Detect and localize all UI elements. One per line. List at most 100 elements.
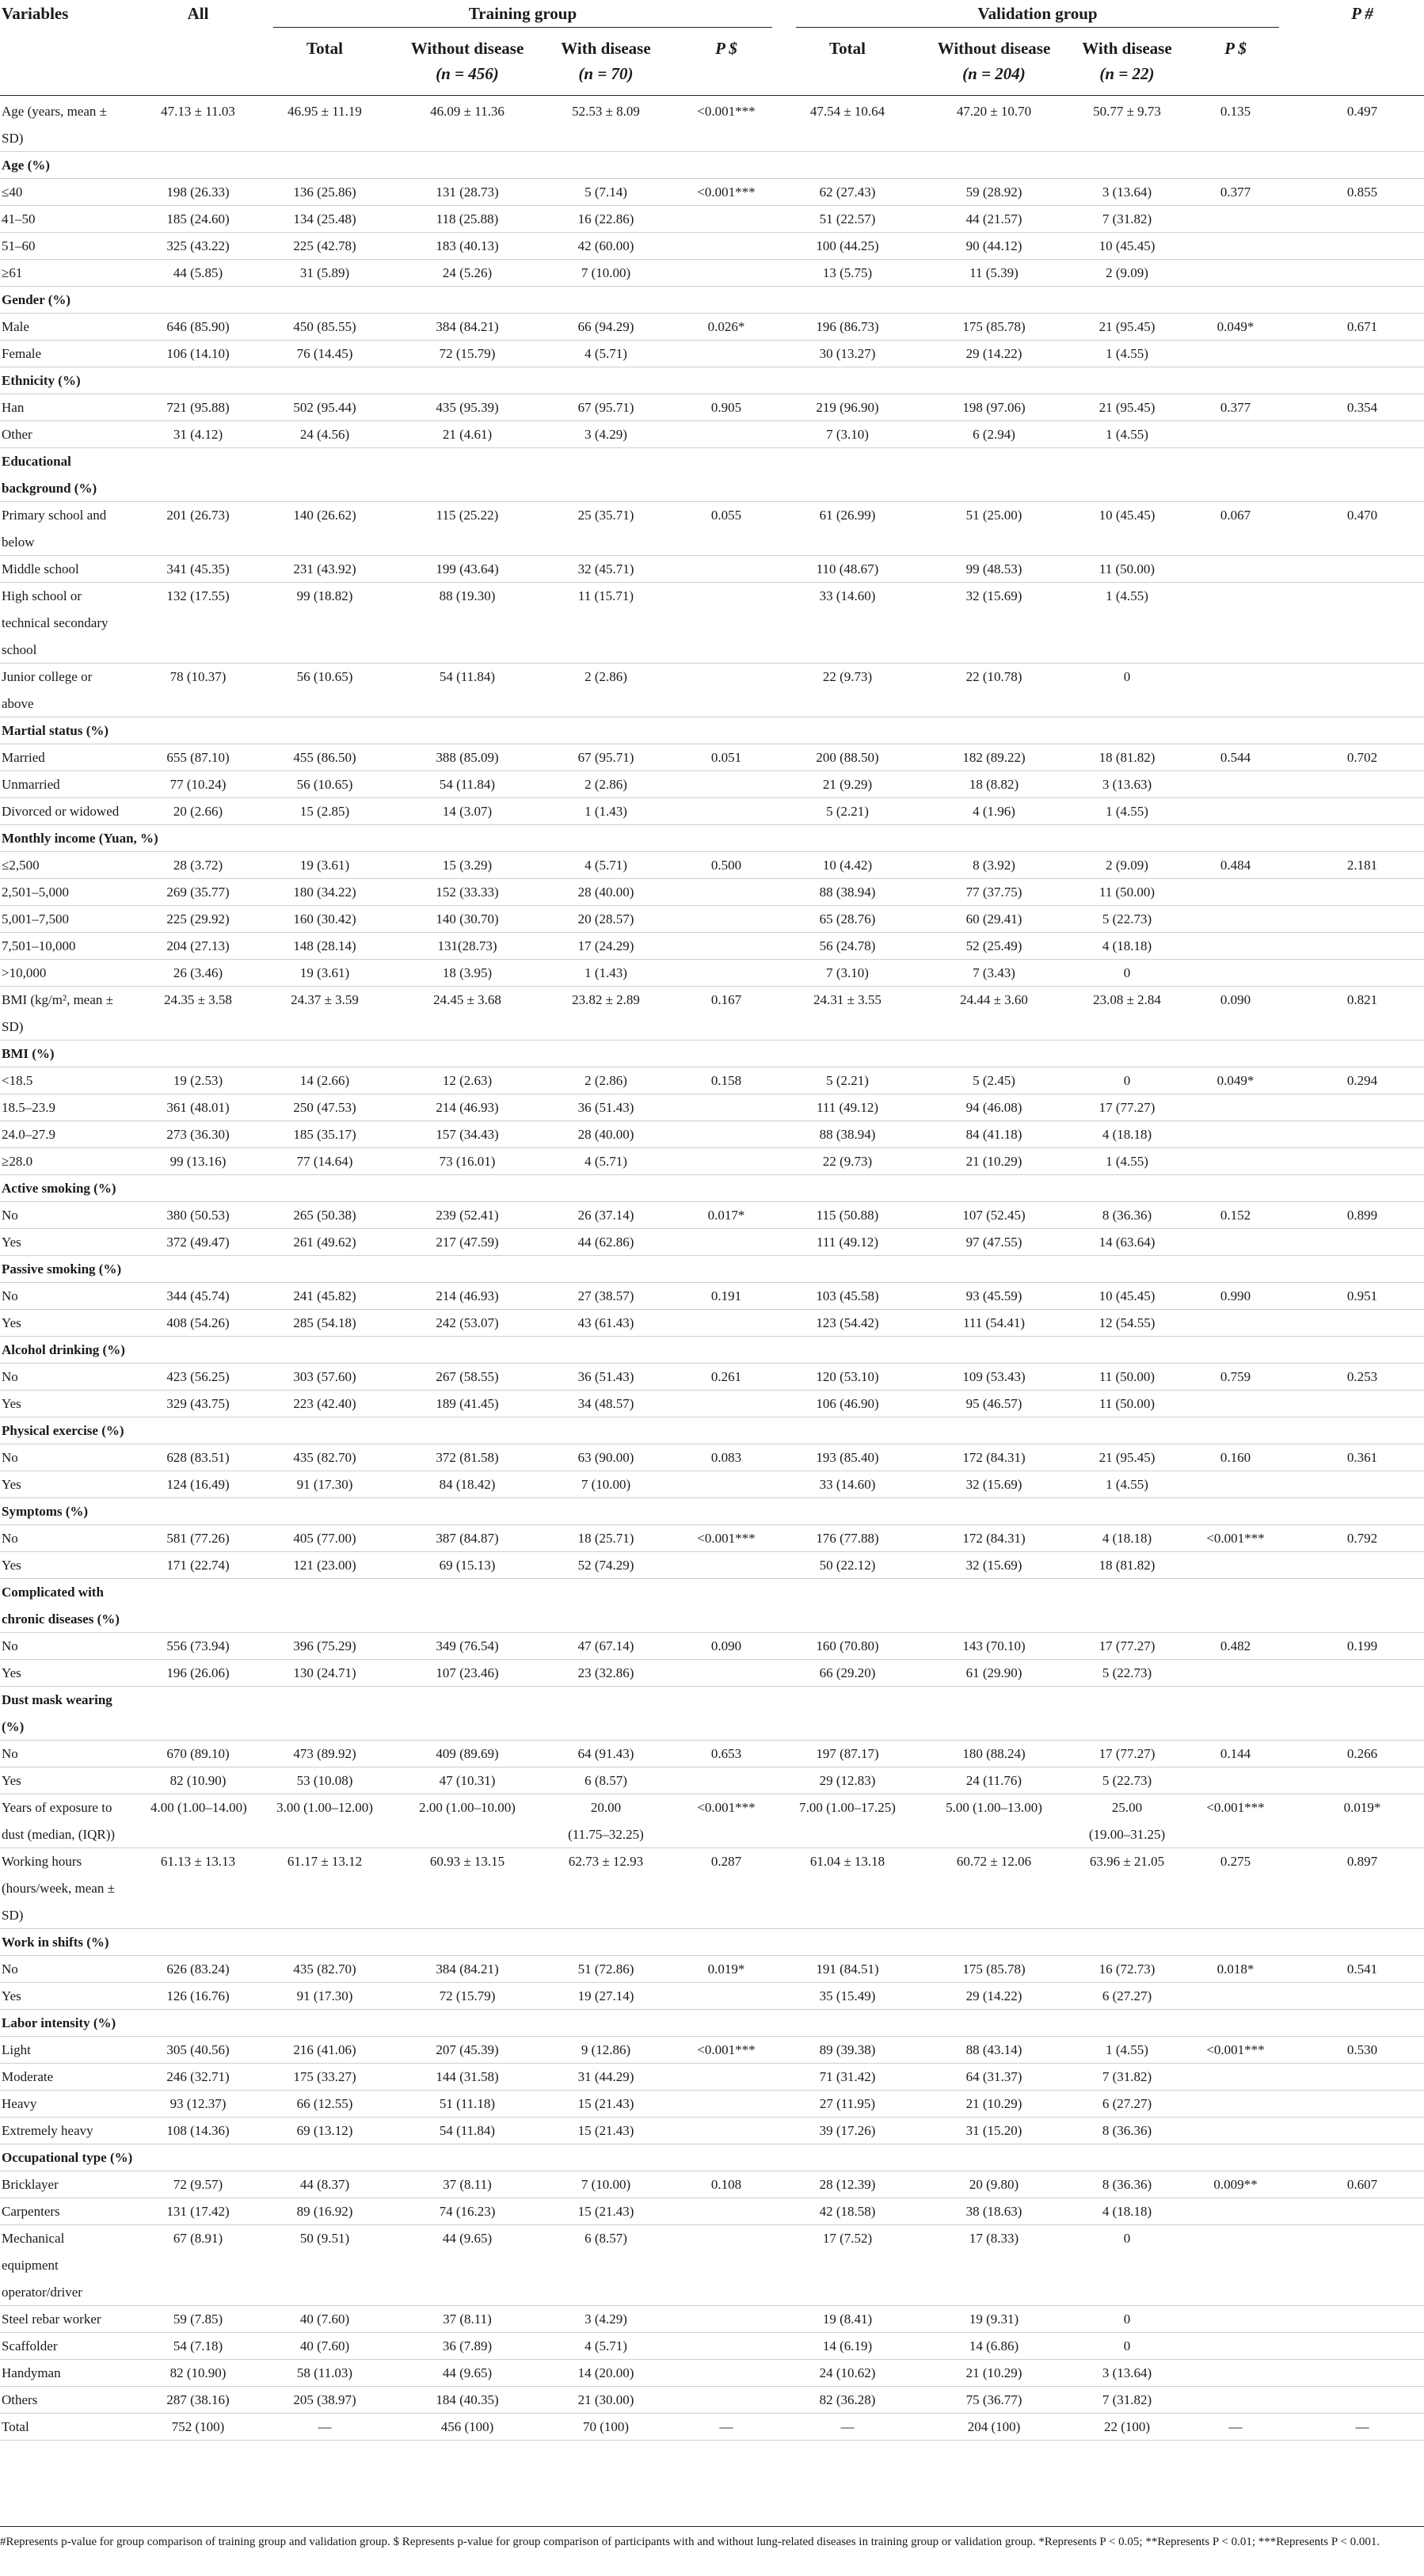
- row-label: Unmarried: [2, 771, 188, 798]
- cell-p-overall: 0.855: [1346, 185, 1378, 200]
- cell-validation-with: 0: [1123, 669, 1131, 684]
- cell-training-p: 0.017*: [707, 1208, 745, 1223]
- row-label: No: [2, 1283, 188, 1310]
- row-separator: [0, 286, 1424, 287]
- row-label-line: Yes: [2, 1315, 21, 1330]
- table-row: Han 721 (95.88) 502 (95.44) 435 (95.39) 67 (…: [0, 394, 1424, 421]
- cell-validation-with: 8 (36.36): [1102, 2177, 1152, 2192]
- table-row: Yes 124 (16.49) 91 (17.30) 84 (18.42) 7 (10.…: [0, 1471, 1424, 1498]
- table-row: 51–60 325 (43.22) 225 (42.78) 183 (40.13) 42…: [0, 233, 1424, 260]
- row-label-line: Yes: [2, 1773, 21, 1788]
- table-footnote: #Represents p-value for group comparison…: [0, 2536, 1380, 2548]
- header-training-p: P $: [715, 39, 737, 58]
- cell-validation-p: 0.009**: [1213, 2177, 1258, 2192]
- cell-all: 26 (3.46): [173, 965, 223, 980]
- cell-all: 126 (16.76): [166, 1988, 230, 2003]
- row-label-line: BMI (kg/m², mean ±: [2, 992, 113, 1007]
- cell-validation-without: 93 (45.59): [965, 1288, 1022, 1303]
- row-label-line: Monthly income (Yuan, %): [2, 831, 158, 846]
- row-label-line: (%): [2, 1719, 25, 1734]
- cell-validation-total: 30 (13.27): [819, 346, 876, 361]
- header-validation-group: Validation group: [977, 4, 1098, 23]
- cell-validation-total: 62 (27.43): [819, 185, 876, 200]
- row-label-line: Married: [2, 750, 45, 765]
- row-label-line: No: [2, 1531, 18, 1546]
- cell-validation-total: 82 (36.28): [819, 2392, 876, 2407]
- row-separator: [0, 1982, 1424, 1983]
- row-separator: [0, 1336, 1424, 1337]
- row-label: 41–50: [2, 206, 188, 233]
- cell-all: 628 (83.51): [166, 1450, 230, 1465]
- row-label-line: Primary school and: [2, 508, 107, 523]
- cell-all: 204 (27.13): [166, 938, 230, 953]
- cell-validation-with: 3 (13.64): [1102, 2365, 1152, 2380]
- table-row: ≥28.0 99 (13.16) 77 (14.64) 73 (16.01) 4 (5.…: [0, 1148, 1424, 1175]
- cell-validation-total: 13 (5.75): [822, 265, 873, 280]
- row-separator: [0, 2090, 1424, 2091]
- cell-validation-p: 0.544: [1220, 750, 1251, 765]
- table-row: 24.0–27.9 273 (36.30) 185 (35.17) 157 (34.4…: [0, 1121, 1424, 1148]
- cell-validation-without: 31 (15.20): [965, 2123, 1022, 2138]
- row-label: Yes: [2, 1471, 188, 1498]
- cell-training-without: 214 (46.93): [436, 1100, 499, 1115]
- cell-validation-total: 10 (4.42): [822, 858, 873, 873]
- cell-validation-without: 19 (9.31): [969, 2312, 1019, 2327]
- section-row: Ethnicity (%): [0, 367, 1424, 394]
- cell-all: 655 (87.10): [166, 750, 230, 765]
- section-row: BMI (%): [0, 1041, 1424, 1067]
- cell-training-with: 4 (5.71): [584, 346, 627, 361]
- cell-validation-with: 4 (18.18): [1102, 938, 1152, 953]
- row-label-line: ≤2,500: [2, 858, 40, 873]
- cell-training-p: 0.905: [710, 400, 742, 415]
- header-validation-total: Total: [829, 39, 866, 58]
- cell-training-total: 19 (3.61): [299, 965, 350, 980]
- row-separator: [0, 555, 1424, 556]
- cell-training-with: 4 (5.71): [584, 1154, 627, 1169]
- table-row: Light 305 (40.56) 216 (41.06) 207 (45.39) 9 …: [0, 2037, 1424, 2064]
- section-label: Gender (%): [2, 287, 188, 314]
- table-row: No 628 (83.51) 435 (82.70) 372 (81.58) 63 (9…: [0, 1444, 1424, 1471]
- cell-validation-without: 99 (48.53): [965, 561, 1022, 576]
- cell-validation-with: 7 (31.82): [1102, 211, 1152, 226]
- cell-training-with: 1 (1.43): [584, 965, 627, 980]
- row-label: 51–60: [2, 233, 188, 260]
- cell-validation-total: 120 (53.10): [816, 1369, 879, 1384]
- cell-training-total: 99 (18.82): [296, 588, 353, 603]
- row-label-line: Years of exposure to: [2, 1800, 112, 1815]
- cell-training-total: 66 (12.55): [296, 2096, 353, 2111]
- header-validation-without-n: (n = 204): [962, 64, 1026, 83]
- cell-p-overall: 0.497: [1346, 104, 1378, 119]
- row-separator: [0, 932, 1424, 933]
- cell-validation-total: 24.31 ± 3.55: [813, 992, 881, 1007]
- cell-training-with: 2 (2.86): [584, 669, 627, 684]
- table-row: Primary school and below 201 (26.73) 140 (2…: [0, 502, 1424, 556]
- cell-validation-total: 24 (10.62): [819, 2365, 876, 2380]
- cell-training-total: 14 (2.66): [299, 1073, 350, 1088]
- cell-validation-with: 18 (81.82): [1098, 750, 1156, 765]
- row-separator: [0, 1632, 1424, 1633]
- cell-all: 82 (10.90): [169, 1773, 227, 1788]
- row-label: Years of exposure to dust (median, (IQR)): [2, 1794, 188, 1848]
- cell-training-without: 74 (16.23): [439, 2204, 496, 2219]
- cell-p-overall: 0.199: [1346, 1638, 1378, 1653]
- cell-training-with: 3 (4.29): [584, 427, 627, 442]
- table-row: Female 106 (14.10) 76 (14.45) 72 (15.79) 4 (…: [0, 341, 1424, 367]
- section-row: Martial status (%): [0, 717, 1424, 744]
- section-label: Alcohol drinking (%): [2, 1337, 188, 1364]
- row-label-line: 24.0–27.9: [2, 1127, 55, 1142]
- cell-training-with: 9 (12.86): [581, 2042, 631, 2057]
- section-label: BMI (%): [2, 1041, 188, 1067]
- section-row: Active smoking (%): [0, 1175, 1424, 1202]
- row-label-line: 5,001–7,500: [2, 911, 69, 927]
- table-row: Other 31 (4.12) 24 (4.56) 21 (4.61) 3 (4.29)…: [0, 421, 1424, 448]
- cell-training-with: 20.00 (11.75–32.25): [546, 1794, 665, 1848]
- header-p-overall: P #: [1311, 2, 1414, 25]
- row-label-line: (hours/week, mean ±: [2, 1881, 115, 1896]
- cell-validation-with: 23.08 ± 2.84: [1093, 992, 1161, 1007]
- cell-all: 61.13 ± 13.13: [160, 1854, 236, 1869]
- cell-validation-total: 29 (12.83): [819, 1773, 876, 1788]
- cell-p-overall: 2.181: [1346, 858, 1378, 873]
- row-label-line: High school or: [2, 588, 82, 603]
- cell-validation-total: 193 (85.40): [816, 1450, 879, 1465]
- cell-training-p: 0.500: [710, 858, 742, 873]
